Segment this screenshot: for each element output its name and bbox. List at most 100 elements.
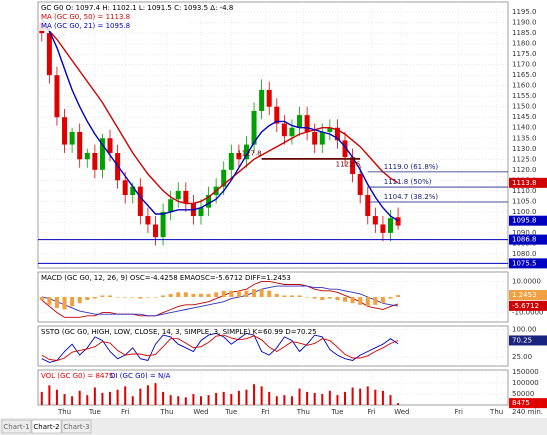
bar [77, 297, 82, 304]
bar [388, 297, 393, 299]
candle-body [137, 186, 143, 217]
bar [381, 390, 384, 405]
candle-body [380, 224, 386, 233]
bar [54, 297, 59, 308]
bar [100, 295, 105, 297]
bar [183, 292, 188, 297]
bar [306, 391, 309, 405]
tab-bar [0, 418, 547, 435]
bar [192, 394, 195, 405]
bar [154, 383, 157, 405]
candle-body [228, 152, 234, 170]
y-tick-label: 1125.0 [512, 155, 537, 163]
bar [237, 390, 240, 405]
tab-label[interactable]: Chart-2 [33, 423, 59, 431]
bar [115, 297, 120, 298]
y-tick-label: 1130.0 [512, 145, 537, 153]
y-tick-label: 1105.0 [512, 197, 537, 205]
y-tick-label: 1090.0 [512, 229, 537, 237]
bar [397, 403, 400, 405]
panel-frame [37, 271, 509, 323]
panel-subtitle: OI (GC G0) = N/A [110, 372, 171, 380]
bar [169, 395, 172, 405]
trendline-label: 1122.6 [336, 160, 361, 168]
candle-body [84, 152, 90, 160]
value-box-label: 1095.8 [512, 217, 537, 225]
tab[interactable] [31, 419, 62, 434]
y-tick-label: 1165.0 [512, 71, 537, 79]
panel-frame [37, 369, 509, 406]
tab[interactable] [61, 419, 92, 434]
candle-body [319, 131, 325, 145]
y-tick-label: 150000 [512, 368, 539, 376]
candle-body [281, 123, 287, 137]
value-box-label: 1086.8 [512, 236, 537, 244]
candle-body [153, 224, 158, 238]
candle-body [168, 199, 174, 212]
panel-title: SSTO (GC G0, HIGH, LOW, CLOSE, 14, 3, SI… [41, 328, 317, 336]
bar [221, 290, 226, 297]
bar [373, 297, 378, 305]
tab[interactable] [1, 419, 32, 434]
bar [63, 394, 66, 405]
candle-body [46, 33, 52, 76]
bar [93, 387, 96, 405]
bar [168, 293, 173, 297]
bar [153, 297, 158, 298]
bar [191, 293, 196, 297]
value-box-label: 1075.5 [512, 259, 537, 267]
x-tick-label: Tue [88, 408, 101, 416]
bar [92, 297, 97, 299]
trendline-label: 1127.8 [237, 149, 262, 157]
bar [162, 391, 165, 405]
candle-body [274, 106, 280, 124]
bar [335, 297, 340, 301]
bar [366, 386, 369, 405]
bar [289, 295, 294, 297]
candle-body [395, 217, 401, 226]
y-tick-label: 50000 [512, 390, 534, 398]
bar [380, 297, 385, 304]
y-tick-label: 1175.0 [512, 50, 537, 58]
legend-ohlc: GC G0 O: 1097.4 H: 1102.1 L: 1091.5 C: 1… [41, 4, 233, 12]
y-tick-label: 25.00 [512, 353, 532, 361]
candle-body [372, 216, 378, 225]
bar [123, 297, 128, 298]
bar [359, 388, 362, 405]
value-box [509, 234, 547, 245]
y-tick-label: 1195.0 [512, 8, 537, 16]
bar [176, 292, 181, 297]
bar [177, 396, 180, 405]
indicator-line [41, 332, 399, 363]
indicator-line [41, 285, 399, 317]
panel-title: VOL (GC G0) = 8475 [41, 372, 113, 380]
x-tick-label: Wed [394, 408, 409, 416]
candle-body [175, 190, 181, 200]
value-box [509, 398, 547, 409]
bar [215, 392, 218, 405]
fib-label: 1104.7 (38.2%) [384, 193, 439, 201]
bar [328, 390, 331, 405]
candle-body [289, 127, 295, 137]
x-tick-label: Thu [159, 408, 173, 416]
y-tick-label: 1185.0 [512, 29, 537, 37]
bar [290, 396, 293, 405]
bar [48, 385, 51, 405]
y-tick-label: 1145.0 [512, 113, 537, 121]
bar [62, 297, 67, 310]
y-tick-label: 1135.0 [512, 134, 537, 142]
x-tick-label: Fri [367, 408, 375, 416]
bar [55, 389, 58, 405]
candle-body [259, 89, 265, 111]
candle-body [327, 127, 333, 132]
bar [229, 290, 234, 297]
candle-body [251, 110, 257, 145]
x-tick-label: Tue [330, 408, 343, 416]
y-tick-label: -10.0000 [512, 309, 543, 317]
candle-body [221, 169, 227, 187]
bar [374, 389, 377, 405]
bar [343, 297, 348, 302]
candle-body [145, 216, 151, 225]
tab-label[interactable]: Chart-1 [3, 423, 29, 431]
tab-label[interactable]: Chart-3 [63, 423, 89, 431]
